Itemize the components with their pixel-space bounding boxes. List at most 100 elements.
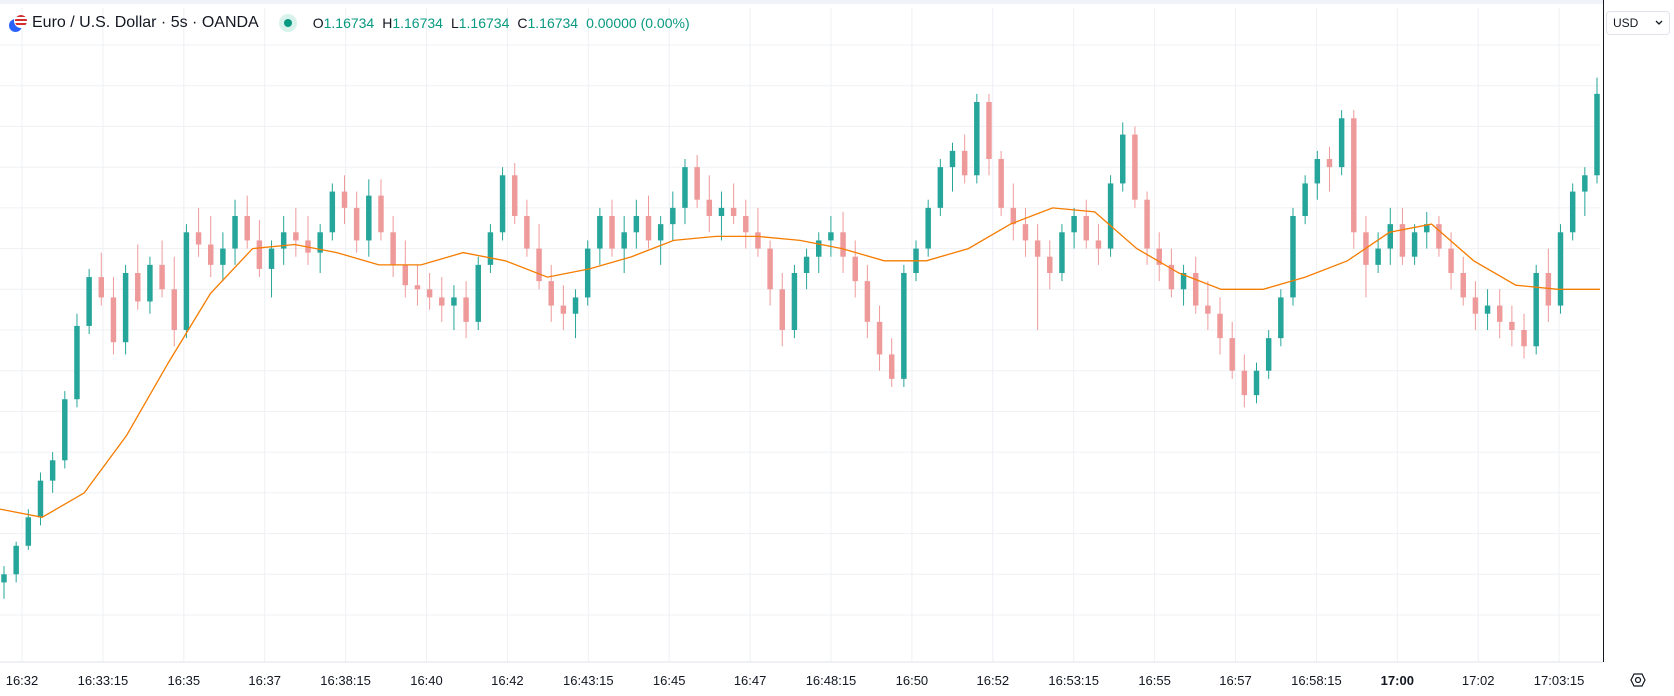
ohlc-key: H bbox=[382, 15, 393, 31]
candle-body bbox=[1351, 118, 1357, 233]
candle-body bbox=[743, 216, 749, 233]
time-axis-label: 17:00 bbox=[1381, 673, 1414, 688]
candle-body bbox=[682, 167, 688, 208]
candle-body bbox=[159, 264, 165, 290]
candle-body bbox=[609, 216, 615, 249]
candle-body bbox=[378, 195, 384, 233]
currency-selector[interactable]: USD bbox=[1606, 11, 1670, 35]
candle-body bbox=[852, 256, 858, 282]
ohlc-value: 1.16734 bbox=[392, 15, 443, 31]
candle-body bbox=[499, 175, 506, 233]
candle-body bbox=[1509, 321, 1515, 330]
candle-body bbox=[1460, 273, 1466, 298]
candle-body bbox=[1424, 224, 1430, 233]
candle-body bbox=[1472, 297, 1479, 314]
price-axis[interactable] bbox=[1603, 0, 1674, 662]
candle-body bbox=[74, 325, 80, 400]
candle-body bbox=[621, 232, 627, 249]
time-axis-label: 16:40 bbox=[410, 673, 443, 688]
chart-settings-button[interactable] bbox=[1624, 666, 1652, 694]
candle-body bbox=[779, 289, 785, 330]
time-axis-label: 16:42 bbox=[491, 673, 524, 688]
ohlc-key: C bbox=[517, 15, 528, 31]
time-axis-label: 16:35 bbox=[168, 673, 201, 688]
candle-body bbox=[1241, 370, 1248, 396]
candle-body bbox=[1521, 330, 1527, 347]
candle-body bbox=[451, 297, 457, 306]
candle-body bbox=[1375, 248, 1381, 265]
time-axis-label: 16:38:15 bbox=[320, 673, 371, 688]
candle-body bbox=[986, 102, 992, 159]
moving-average-line bbox=[0, 207, 1600, 518]
candle-body bbox=[414, 285, 421, 290]
candle-body bbox=[341, 191, 348, 208]
candle-body bbox=[1436, 224, 1442, 249]
time-axis-label: 17:03:15 bbox=[1534, 673, 1585, 688]
candle-body bbox=[1545, 273, 1552, 306]
candle-body bbox=[694, 167, 700, 200]
candle-body bbox=[1095, 240, 1102, 249]
candle-body bbox=[1496, 305, 1503, 322]
candle-body bbox=[244, 216, 250, 241]
candle-body bbox=[487, 232, 494, 265]
candle-body bbox=[49, 460, 56, 481]
candle-body bbox=[572, 297, 579, 314]
candle-body bbox=[864, 281, 871, 322]
candle-body bbox=[1484, 305, 1491, 314]
ohlc-value: 1.16734 bbox=[527, 15, 579, 31]
candle-body bbox=[1217, 313, 1223, 339]
ohlc-key: O bbox=[312, 15, 324, 31]
candle-body bbox=[1132, 134, 1138, 200]
time-axis-label: 16:55 bbox=[1138, 673, 1171, 688]
candle-body bbox=[645, 216, 652, 241]
candle-body bbox=[1278, 297, 1284, 339]
candle-body bbox=[657, 224, 664, 241]
candle-body bbox=[1302, 183, 1308, 216]
time-axis-label: 16:48:15 bbox=[806, 673, 857, 688]
candle-body bbox=[1338, 118, 1345, 168]
candle-body bbox=[670, 207, 676, 225]
candle-body bbox=[1156, 248, 1162, 265]
candle-body bbox=[1569, 191, 1576, 233]
candle-body bbox=[925, 207, 931, 249]
candle-body bbox=[86, 277, 92, 326]
candle-body bbox=[524, 216, 530, 249]
candle-body bbox=[1144, 199, 1150, 249]
candle-body bbox=[1265, 338, 1272, 371]
candle-body bbox=[25, 517, 32, 546]
candle-body bbox=[706, 199, 713, 216]
time-axis-label: 16:45 bbox=[653, 673, 686, 688]
symbol-title[interactable]: Euro / U.S. Dollar · 5s · OANDA bbox=[32, 14, 259, 31]
candle-body bbox=[475, 264, 481, 322]
candle-body bbox=[1180, 273, 1187, 290]
candle-body bbox=[548, 281, 554, 306]
ohlc-values: O1.16734 H1.16734 L1.16734 C1.16734 0.00000 … bbox=[313, 15, 690, 31]
candle-body bbox=[1594, 93, 1600, 176]
candle-body bbox=[1557, 232, 1564, 306]
candle-body bbox=[1083, 216, 1090, 241]
market-status-icon[interactable] bbox=[278, 14, 297, 32]
candle-body bbox=[439, 297, 445, 306]
candle-body bbox=[828, 232, 834, 241]
candle-body bbox=[463, 297, 469, 322]
time-axis-label: 16:43:15 bbox=[563, 673, 614, 688]
time-axis-label: 16:32 bbox=[6, 673, 39, 688]
candle-body bbox=[1326, 159, 1333, 168]
candle-body bbox=[876, 321, 883, 355]
candle-body bbox=[961, 150, 968, 176]
candle-body bbox=[1168, 264, 1175, 290]
time-axis-label: 16:58:15 bbox=[1291, 673, 1342, 688]
candle-body bbox=[1290, 216, 1296, 298]
candle-body bbox=[195, 232, 202, 245]
candle-body bbox=[1582, 175, 1588, 192]
candle-body bbox=[402, 264, 409, 286]
currency-label: USD bbox=[1613, 16, 1639, 30]
price-change: 0.00000 (0.00%) bbox=[586, 15, 690, 31]
candle-body bbox=[511, 175, 518, 216]
candle-body bbox=[1047, 256, 1053, 273]
candle-body bbox=[1, 574, 7, 583]
candle-body bbox=[1411, 232, 1418, 257]
time-axis-label: 16:33:15 bbox=[78, 673, 129, 688]
candle-body bbox=[1071, 216, 1077, 233]
